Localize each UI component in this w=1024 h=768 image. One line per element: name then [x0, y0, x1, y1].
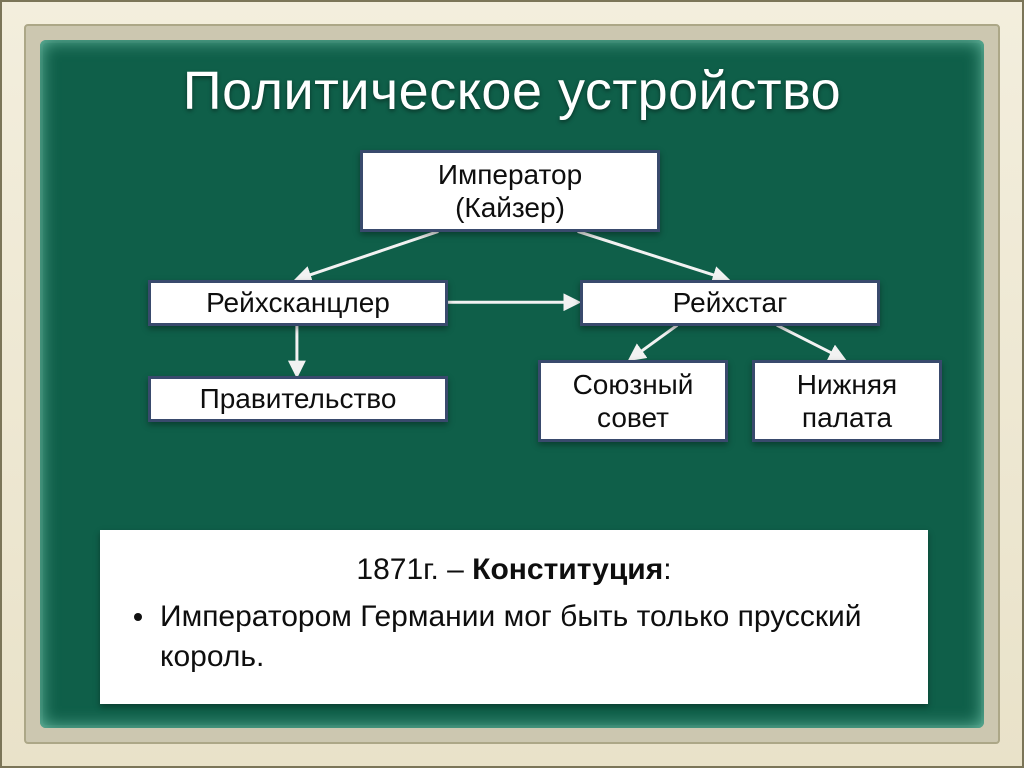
node-chancellor: Рейхсканцлер: [148, 280, 448, 326]
node-chancellor-label: Рейхсканцлер: [206, 286, 390, 319]
footer-box: 1871г. – Конституция: Императором Герман…: [100, 530, 928, 704]
chalkboard: Политическое устройство Император(Кайзер…: [40, 40, 984, 728]
footer-constitution-word: Конституция: [472, 553, 663, 586]
node-council: Союзныйсовет: [538, 360, 728, 442]
slide-title: Политическое устройство: [40, 60, 984, 122]
edge-emperor-to-chancellor: [297, 231, 438, 279]
edge-emperor-to-reichstag: [578, 231, 727, 279]
node-reichstag: Рейхстаг: [580, 280, 880, 326]
node-council-label: Союзныйсовет: [573, 368, 694, 434]
footer-colon: :: [663, 553, 671, 586]
node-government-label: Правительство: [200, 382, 397, 415]
node-government: Правительство: [148, 376, 448, 422]
bullet-dot-icon: [134, 613, 142, 621]
node-lower-label: Нижняяпалата: [797, 368, 897, 434]
node-lower: Нижняяпалата: [752, 360, 942, 442]
node-reichstag-label: Рейхстаг: [673, 286, 788, 319]
footer-year-prefix: 1871г. –: [356, 553, 472, 586]
edge-reichstag-to-lower: [777, 325, 844, 359]
presentation-outer-frame: Политическое устройство Император(Кайзер…: [0, 0, 1024, 768]
footer-bullet-row: Императором Германии мог быть только пру…: [128, 597, 900, 678]
node-emperor-label: Император(Кайзер): [438, 158, 582, 224]
edge-reichstag-to-council: [630, 325, 677, 359]
presentation-mid-frame: Политическое устройство Император(Кайзер…: [24, 24, 1000, 744]
footer-bullet-text: Императором Германии мог быть только пру…: [160, 597, 900, 678]
footer-header-line: 1871г. – Конституция:: [128, 550, 900, 591]
node-emperor: Император(Кайзер): [360, 150, 660, 232]
